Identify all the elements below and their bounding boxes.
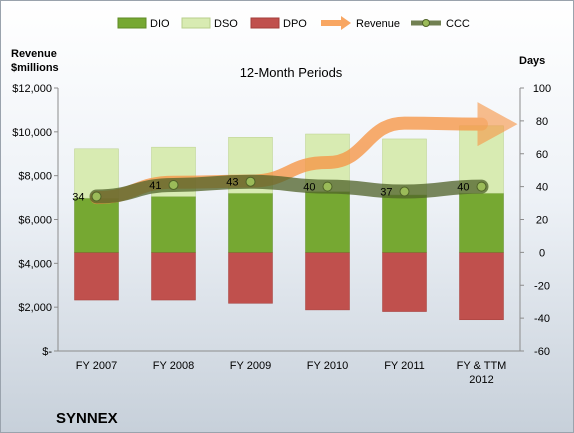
left-tick-label: $4,000: [18, 258, 52, 270]
dio-bar: [382, 194, 427, 253]
legend-label: DIO: [150, 18, 170, 30]
ccc-point: [168, 179, 179, 190]
legend-swatch-dpo: [250, 17, 280, 29]
bar-series: [74, 125, 504, 321]
legend-swatch-revenue: [321, 16, 351, 30]
legend-label: DSO: [214, 18, 238, 30]
dpo-bar: [151, 252, 196, 301]
right-tick-label: 80: [536, 116, 548, 128]
legend-label: CCC: [446, 18, 470, 30]
left-tick-label: $2,000: [18, 302, 52, 314]
legend-ccc-marker: [422, 19, 430, 27]
ccc-line: [89, 174, 489, 204]
dio-bar: [74, 197, 119, 253]
ccc-data-label: 43: [226, 177, 238, 189]
legend: DIO DSO DPO Revenue CCC: [117, 16, 470, 30]
ccc-point: [245, 176, 256, 187]
ccc-point: [476, 181, 487, 192]
ccc-data-label: 40: [303, 182, 315, 194]
ccc-data-label: 41: [149, 180, 161, 192]
dio-bar: [305, 191, 350, 253]
left-axis-title-line1: Revenue: [11, 48, 57, 60]
left-axis-ticks: $- $2,000 $4,000 $6,000 $8,000 $10,000 $12,000: [12, 83, 58, 358]
ccc-series: 34 41 43 40 37 40: [72, 174, 489, 204]
dpo-bar: [305, 252, 350, 311]
right-tick-label: 60: [536, 149, 548, 161]
left-tick-label: $10,000: [12, 127, 52, 139]
ccc-data-label: 40: [457, 182, 469, 194]
right-axis-ticks: -60 -40 -20 0 20 40 60 80 100: [520, 83, 551, 358]
legend-label: Revenue: [356, 18, 400, 30]
dio-bar: [151, 196, 196, 253]
dpo-bar: [74, 252, 119, 301]
chart-title: 12-Month Periods: [240, 65, 343, 80]
x-axis-ticks: FY 2007 FY 2008 FY 2009 FY 2010 FY 2011 FY & …: [76, 360, 507, 386]
right-tick-label: 0: [539, 247, 545, 259]
x-tick-label: FY 2008: [153, 360, 194, 372]
left-tick-label: $6,000: [18, 215, 52, 227]
legend-swatch-dso: [181, 17, 211, 29]
company-name: SYNNEX: [56, 410, 118, 427]
dpo-bar: [382, 252, 427, 312]
right-tick-label: 100: [533, 83, 551, 95]
x-tick-label: FY & TTM 2012: [457, 360, 507, 386]
right-tick-label: -60: [534, 346, 550, 358]
right-tick-label: -20: [534, 280, 550, 292]
ccc-data-label: 37: [380, 187, 392, 199]
dio-bar: [459, 192, 504, 253]
right-tick-label: 40: [536, 182, 548, 194]
legend-swatch-dio: [117, 17, 147, 29]
dpo-bar: [459, 252, 504, 321]
left-tick-label: $8,000: [18, 171, 52, 183]
dio-bar: [228, 192, 273, 253]
ccc-data-label: 34: [72, 191, 84, 203]
ccc-point: [91, 191, 102, 202]
dpo-bar: [228, 252, 273, 304]
legend-label: DPO: [283, 18, 307, 30]
ccc-point: [322, 181, 333, 192]
ccc-point: [399, 186, 410, 197]
left-axis-title-line2: $millions: [11, 62, 59, 74]
x-tick-label: FY 2009: [230, 360, 271, 372]
right-axis-title: Days: [519, 55, 545, 67]
right-tick-label: -40: [534, 313, 550, 325]
right-tick-label: 20: [536, 215, 548, 227]
x-tick-label: FY 2011: [384, 360, 425, 372]
x-tick-label: FY 2010: [307, 360, 348, 372]
x-tick-label: FY 2007: [76, 360, 117, 372]
left-tick-label: $-: [42, 346, 52, 358]
left-tick-label: $12,000: [12, 83, 52, 95]
